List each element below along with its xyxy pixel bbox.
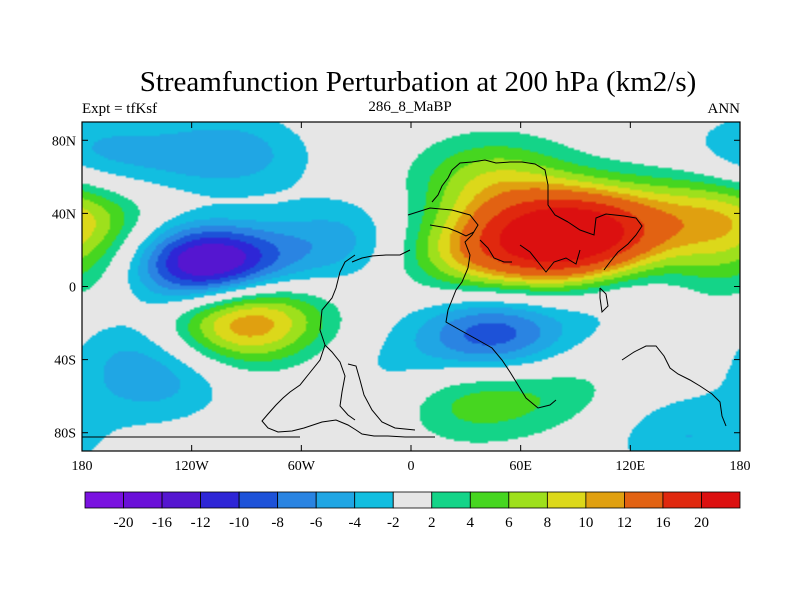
x-tick-label: 180 xyxy=(72,459,93,474)
colorbar-swatch xyxy=(392,491,433,509)
colorbar-swatch xyxy=(84,491,124,509)
colorbar: -20 -16 -12 -10 -8 -6 -4 -2 2 4 6 8 10 12 16 20 xyxy=(84,491,741,531)
contour-field xyxy=(82,122,740,451)
gulf-coast xyxy=(479,239,512,263)
south-america-coast xyxy=(261,254,435,438)
colorbar-swatch xyxy=(508,491,548,509)
colorbar-label: 10 xyxy=(578,515,593,531)
asia-coast xyxy=(567,213,643,271)
colorbar-label: 4 xyxy=(467,515,475,531)
colorbar-swatch xyxy=(431,491,471,509)
colorbar-label: 12 xyxy=(617,515,632,531)
x-tick-label: 60E xyxy=(509,459,532,474)
x-tick-label: 60W xyxy=(288,459,316,474)
y-tick-label: 40N xyxy=(52,207,76,222)
mediterranean-coast xyxy=(429,224,475,237)
colorbar-swatch xyxy=(315,491,356,509)
patagonia-coast xyxy=(347,363,416,431)
colorbar-swatch xyxy=(238,491,279,509)
chart-title: Streamfunction Perturbation at 200 hPa (… xyxy=(140,66,697,98)
colorbar-swatch xyxy=(662,491,702,509)
west-africa-bulge xyxy=(351,249,411,263)
colorbar-label: 8 xyxy=(544,515,552,531)
colorbar-label: 20 xyxy=(694,515,709,531)
sumatra-coast xyxy=(599,287,609,314)
colorbar-label: -16 xyxy=(152,515,172,531)
colorbar-label: -8 xyxy=(271,515,284,531)
colorbar-swatch xyxy=(123,491,163,509)
x-tick-label: 0 xyxy=(408,459,415,474)
colorbar-label: -10 xyxy=(229,515,249,531)
left-subtitle: Expt = tfKsf xyxy=(82,101,157,117)
europe-coast xyxy=(431,159,569,223)
colorbar-label: -20 xyxy=(114,515,134,531)
x-axis: 180 120W 60W 0 60E 120E 180 xyxy=(72,122,751,474)
colorbar-swatch xyxy=(624,491,664,509)
y-tick-label: 80N xyxy=(52,134,76,149)
x-tick-label: 120W xyxy=(175,459,210,474)
right-subtitle: ANN xyxy=(708,101,741,117)
y-tick-label: 40S xyxy=(54,354,76,369)
x-tick-label: 120E xyxy=(616,459,646,474)
colorbar-swatch xyxy=(469,491,510,509)
y-tick-label: 80S xyxy=(54,427,76,442)
colorbar-swatch xyxy=(546,491,587,509)
colorbar-swatch xyxy=(161,491,201,509)
colorbar-swatch xyxy=(354,491,394,509)
colorbar-swatch xyxy=(277,491,317,509)
colorbar-label: 6 xyxy=(505,515,513,531)
colorbar-label: 16 xyxy=(655,515,671,531)
africa-coast xyxy=(407,207,557,409)
y-axis: 80N 40N 0 40S 80S xyxy=(52,134,740,442)
south-america-inner xyxy=(324,344,356,421)
colorbar-swatch xyxy=(701,491,741,509)
colorbar-label: -12 xyxy=(191,515,211,531)
center-subtitle: 286_8_MaBP xyxy=(368,99,451,115)
y-tick-label: 0 xyxy=(69,281,76,296)
colorbar-label: -6 xyxy=(310,515,323,531)
australia-coast xyxy=(621,345,727,427)
colorbar-label: -4 xyxy=(348,515,361,531)
colorbar-label: -2 xyxy=(387,515,400,531)
colorbar-swatch xyxy=(200,491,240,509)
x-tick-label: 180 xyxy=(730,459,751,474)
colorbar-swatch xyxy=(585,491,625,509)
colorbar-label: 2 xyxy=(428,515,436,531)
india-coast xyxy=(519,244,581,273)
coastline-outline xyxy=(82,159,727,438)
